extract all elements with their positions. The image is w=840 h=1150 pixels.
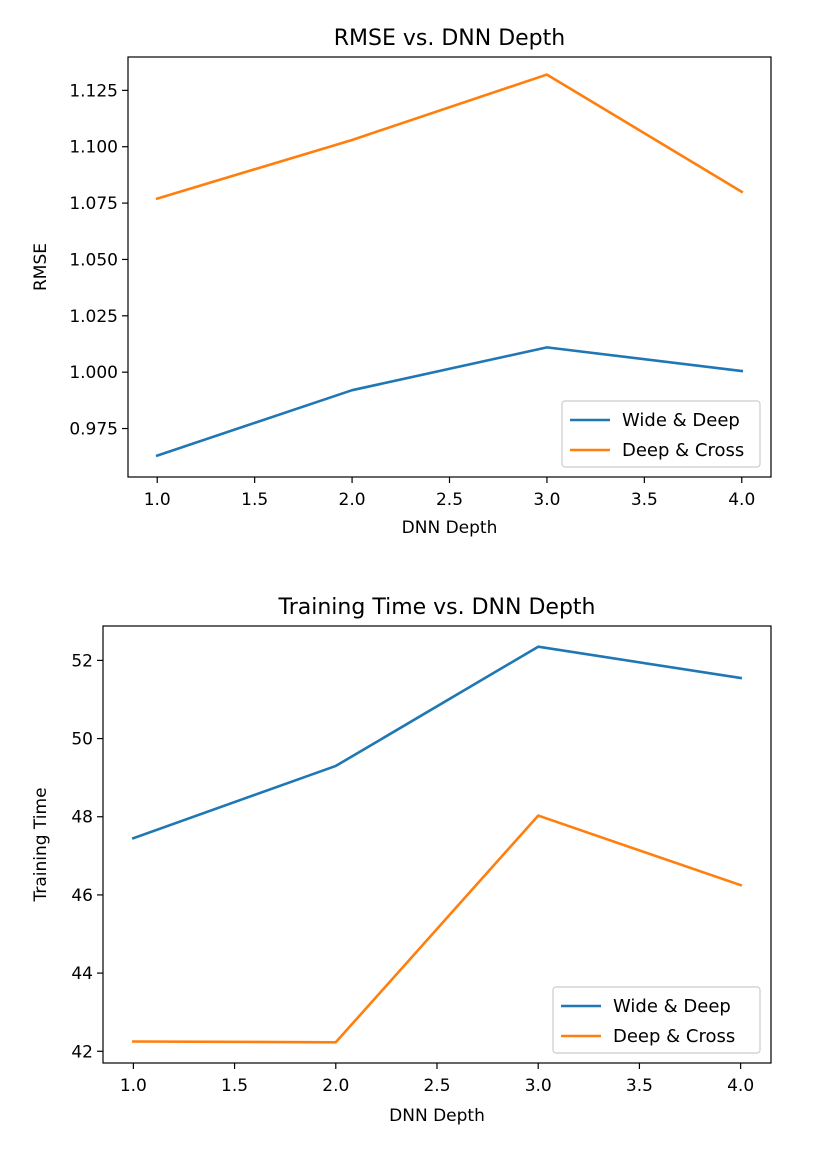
- series-line-2: [155, 73, 744, 201]
- x-tick-label: 3.0: [533, 490, 560, 510]
- legend: Wide & Deep Deep & Cross: [561, 400, 761, 468]
- legend-label-1: Wide & Deep: [613, 996, 731, 1017]
- legend: Wide & Deep Deep & Cross: [552, 986, 761, 1054]
- x-tick-label: 2.0: [322, 1076, 349, 1096]
- x-axis-label: DNN Depth: [402, 518, 498, 538]
- y-tick-label: 1.125: [69, 81, 118, 101]
- chart-1: RMSE vs. DNN Depth 1.0 1.5 2.0 2.5 3.0 3.5 4.0 0…: [31, 26, 772, 538]
- x-tick-label: 3.5: [626, 1076, 653, 1096]
- x-tick-label: 1.5: [221, 1076, 248, 1096]
- y-axis-label: Training Time: [31, 787, 51, 902]
- x-axis-label: DNN Depth: [389, 1106, 485, 1126]
- series-line-2: [132, 814, 743, 1044]
- y-tick-label: 1.000: [69, 363, 118, 383]
- x-tick-label: 2.0: [339, 490, 366, 510]
- x-tick-label: 1.0: [120, 1076, 147, 1096]
- legend-label-2: Deep & Cross: [613, 1026, 735, 1047]
- y-tick-label: 52: [71, 651, 93, 671]
- x-tick-label: 3.5: [631, 490, 658, 510]
- series-line-1: [131, 645, 743, 840]
- legend-label-2: Deep & Cross: [622, 440, 744, 461]
- y-tick-label: 1.025: [69, 307, 118, 327]
- y-tick-label: 48: [71, 808, 93, 828]
- x-tick-label: 3.0: [525, 1076, 552, 1096]
- x-tick-label: 4.0: [727, 1076, 754, 1096]
- legend-box: [552, 986, 761, 1054]
- x-tick-label: 1.0: [144, 490, 171, 510]
- chart-2: Training Time vs. DNN Depth 1.0 1.5 2.0 2.5 3…: [31, 595, 772, 1126]
- chart-title: Training Time vs. DNN Depth: [278, 595, 596, 620]
- y-tick-label: 46: [71, 886, 93, 906]
- y-tick-label: 1.050: [69, 250, 118, 270]
- y-tick-label: 44: [71, 964, 93, 984]
- x-tick-label: 1.5: [241, 490, 268, 510]
- y-tick-label: 1.100: [69, 138, 118, 158]
- legend-box: [561, 400, 761, 468]
- x-tick-label: 4.0: [728, 490, 755, 510]
- y-tick-label: 42: [71, 1042, 93, 1062]
- chart-title: RMSE vs. DNN Depth: [334, 26, 565, 51]
- y-axis-label: RMSE: [31, 243, 51, 291]
- y-tick-label: 1.075: [69, 194, 118, 214]
- x-tick-label: 2.5: [423, 1076, 450, 1096]
- legend-label-1: Wide & Deep: [622, 410, 740, 431]
- y-tick-label: 50: [71, 730, 93, 750]
- y-tick-label: 0.975: [69, 420, 118, 440]
- x-tick-label: 2.5: [436, 490, 463, 510]
- series-line-1: [155, 346, 744, 458]
